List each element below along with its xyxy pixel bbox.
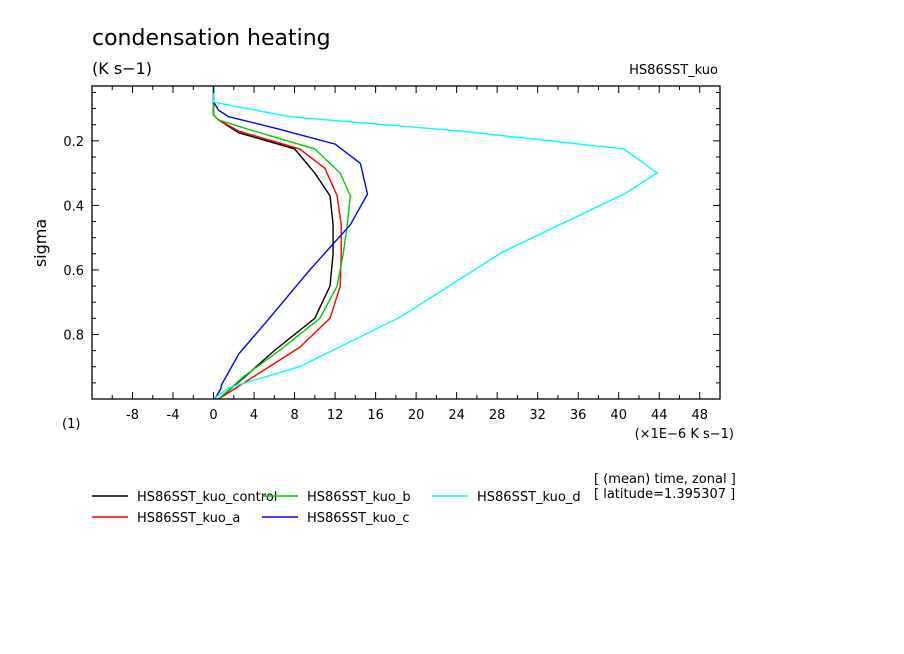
x-tick-label: 40 [610, 408, 627, 423]
x-tick-label: 44 [651, 408, 668, 423]
legend: HS86SST_kuo_control HS86SST_kuo_a HS86SST_… [92, 490, 581, 526]
series-line-3 [212, 86, 369, 400]
y-tick-label: 0.6 [63, 264, 84, 279]
x-tick-label: 4 [250, 408, 258, 423]
averaging-note-line-2: [ latitude=1.395307 ] [594, 487, 735, 502]
x-tick-label: 24 [448, 408, 465, 423]
x-tick-label: 36 [570, 408, 587, 423]
units-label: (K s−1) [92, 59, 152, 78]
x-tick-label: 0 [209, 408, 217, 423]
x-tick-label: -8 [126, 408, 139, 423]
series-line-2 [212, 86, 352, 400]
x-tick-label: 16 [367, 408, 384, 423]
chart-title: condensation heating [92, 26, 331, 51]
x-tick-label: 28 [489, 408, 506, 423]
series-line-4 [212, 86, 659, 400]
series-line-0 [212, 86, 334, 400]
x-tick-label: -4 [167, 408, 180, 423]
y-tick-label: 0.2 [63, 135, 84, 150]
legend-label-4: HS86SST_kuo_d [477, 490, 581, 505]
legend-label-1: HS86SST_kuo_a [137, 511, 240, 526]
x-axis-label: (×1E−6 K s−1) [635, 427, 734, 442]
plot-frame [91, 85, 721, 400]
x-tick-label: 8 [290, 408, 298, 423]
x-tick-label: 12 [327, 408, 344, 423]
plot-area: -8 -4 0 4 8 12 16 20 24 28 32 36 40 44 480.20.40.60.8 [63, 85, 721, 423]
y-tick-label: 0.4 [63, 199, 84, 214]
y-corner-label: (1) [62, 417, 80, 432]
x-tick-label: 20 [408, 408, 425, 423]
y-tick-label: 0.8 [63, 328, 84, 343]
x-tick-label: 48 [691, 408, 708, 423]
averaging-note-line-1: [ (mean) time, zonal ] [594, 472, 736, 487]
y-axis-label: sigma [31, 219, 50, 267]
x-tick-label: 32 [529, 408, 546, 423]
legend-label-2: HS86SST_kuo_b [307, 490, 411, 505]
legend-label-0: HS86SST_kuo_control [137, 490, 277, 505]
legend-label-3: HS86SST_kuo_c [307, 511, 409, 526]
experiment-label: HS86SST_kuo [629, 63, 718, 78]
